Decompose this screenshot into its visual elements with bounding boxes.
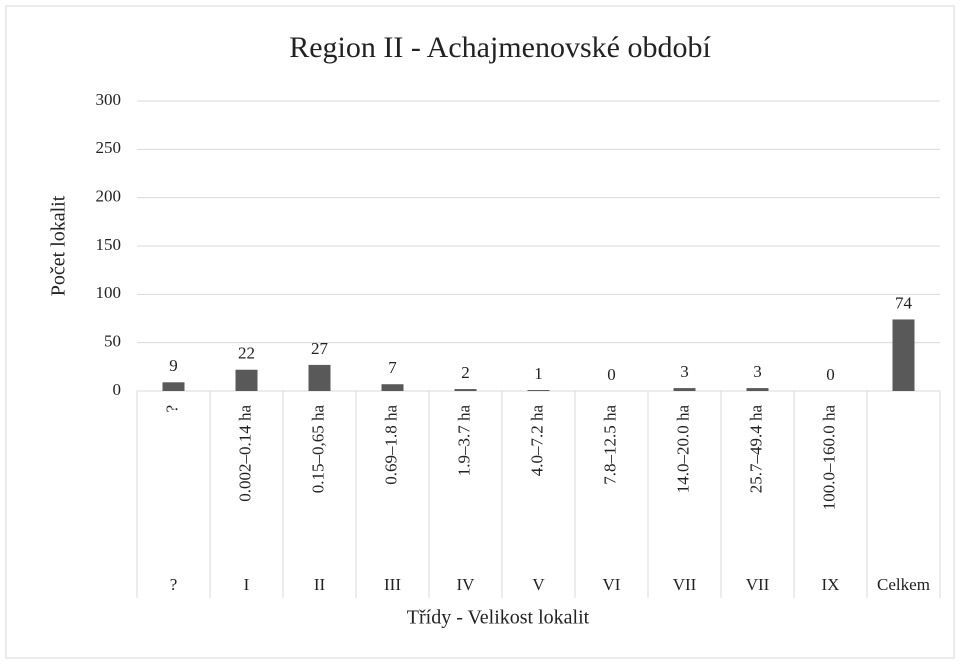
x-tick-label: IV: [457, 575, 476, 594]
bar: [454, 389, 477, 391]
x-subcategory-label: 14.0–20.0 ha: [673, 405, 692, 494]
data-label: 3: [753, 362, 762, 381]
bar: [308, 364, 331, 391]
data-label: 9: [169, 356, 178, 375]
chart-border: [5, 5, 955, 659]
x-axis-label: Třídy - Velikost lokalit: [407, 607, 590, 629]
data-label: 27: [311, 339, 329, 358]
x-tick-label: IX: [822, 575, 840, 594]
x-tick-label: I: [244, 575, 250, 594]
x-tick-label: III: [384, 575, 401, 594]
y-tick-label: 150: [96, 235, 122, 254]
data-label: 0: [607, 365, 616, 384]
bar: [527, 390, 550, 391]
y-tick-label: 0: [113, 380, 122, 399]
bar: [235, 369, 258, 391]
x-subcategory-label: 0.002–0.14 ha: [235, 405, 254, 502]
data-label: 22: [238, 344, 255, 363]
data-label: 74: [895, 293, 913, 312]
y-tick-label: 50: [104, 332, 121, 351]
data-label: 1: [534, 364, 543, 383]
bar: [673, 388, 696, 391]
y-axis-label: Počet lokalit: [48, 195, 70, 296]
y-tick-label: 250: [96, 138, 122, 157]
x-subcategory-label: 7.8–12.5 ha: [600, 405, 619, 485]
x-tick-label: VII: [746, 575, 770, 594]
x-subcategory-label: 100.0–160.0 ha: [819, 405, 838, 511]
bar: [892, 319, 915, 391]
x-tick-label: II: [314, 575, 326, 594]
y-tick-label: 300: [96, 90, 122, 109]
x-subcategory-label: 1.9–3.7 ha: [454, 405, 473, 477]
x-subcategory-label: 25.7–49.4 ha: [746, 405, 765, 494]
bar: [381, 384, 404, 391]
data-label: 7: [388, 358, 397, 377]
x-tick-label: V: [532, 575, 545, 594]
x-subcategory-label: 4.0–7.2 ha: [527, 405, 546, 477]
data-label: 0: [826, 365, 835, 384]
y-tick-label: 100: [96, 283, 122, 302]
x-tick-label: VII: [673, 575, 697, 594]
y-tick-label: 200: [96, 187, 122, 206]
x-tick-label: Celkem: [877, 575, 930, 594]
chart-title: Region II - Achajmenovské období: [289, 31, 711, 64]
x-tick-label: ?: [170, 575, 178, 594]
data-label: 3: [680, 362, 689, 381]
x-subcategory-label: 0.69–1.8 ha: [381, 405, 400, 485]
x-subcategory-label: ?: [162, 405, 181, 413]
data-label: 2: [461, 363, 470, 382]
x-subcategory-label: 0.15–0,65 ha: [308, 405, 327, 494]
bar: [746, 388, 769, 391]
bar: [162, 382, 185, 391]
x-tick-label: VI: [603, 575, 621, 594]
